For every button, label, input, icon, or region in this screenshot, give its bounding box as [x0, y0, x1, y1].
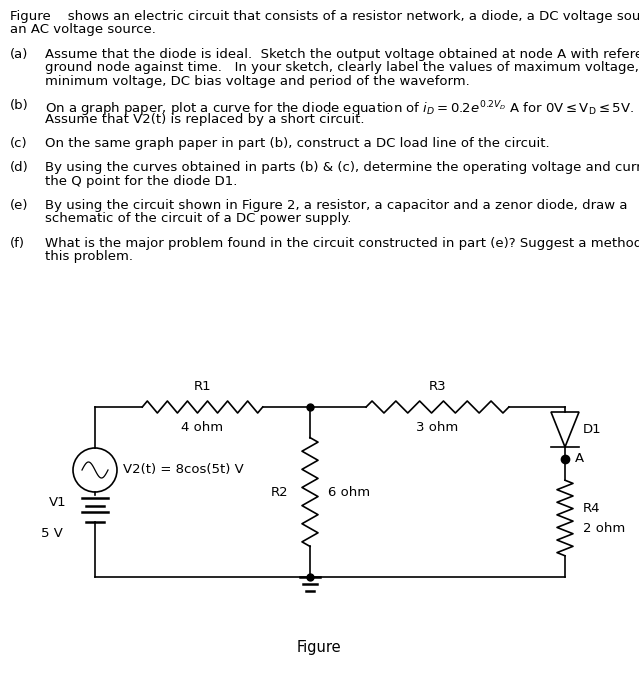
Text: (b): (b) — [10, 99, 29, 112]
Text: Assume that the diode is ideal.  Sketch the output voltage obtained at node A wi: Assume that the diode is ideal. Sketch t… — [45, 48, 639, 61]
Text: the Q point for the diode D1.: the Q point for the diode D1. — [45, 174, 237, 188]
Text: A: A — [575, 453, 584, 466]
Text: this problem.: this problem. — [45, 251, 133, 263]
Text: (c): (c) — [10, 137, 27, 150]
Text: By using the circuit shown in Figure 2, a resistor, a capacitor and a zenor diod: By using the circuit shown in Figure 2, … — [45, 199, 627, 212]
Text: (a): (a) — [10, 48, 28, 61]
Text: ground node against time.   In your sketch, clearly label the values of maximum : ground node against time. In your sketch… — [45, 62, 639, 74]
Text: Figure: Figure — [296, 640, 341, 655]
Text: (d): (d) — [10, 161, 29, 174]
Text: 6 ohm: 6 ohm — [328, 486, 370, 498]
Text: schematic of the circuit of a DC power supply.: schematic of the circuit of a DC power s… — [45, 212, 351, 226]
Text: D1: D1 — [583, 423, 602, 436]
Text: V2(t) = 8cos(5t) V: V2(t) = 8cos(5t) V — [123, 464, 243, 477]
Text: Assume that V2(t) is replaced by a short circuit.: Assume that V2(t) is replaced by a short… — [45, 113, 364, 126]
Text: On the same graph paper in part (b), construct a DC load line of the circuit.: On the same graph paper in part (b), con… — [45, 137, 550, 150]
Text: Figure    shows an electric circuit that consists of a resistor network, a diode: Figure shows an electric circuit that co… — [10, 10, 639, 23]
Text: R4: R4 — [583, 502, 601, 514]
Text: R2: R2 — [270, 486, 288, 498]
Text: What is the major problem found in the circuit constructed in part (e)? Suggest : What is the major problem found in the c… — [45, 237, 639, 250]
Text: By using the curves obtained in parts (b) & (c), determine the operating voltage: By using the curves obtained in parts (b… — [45, 161, 639, 174]
Text: R3: R3 — [429, 380, 446, 393]
Text: 2 ohm: 2 ohm — [583, 522, 625, 534]
Text: minimum voltage, DC bias voltage and period of the waveform.: minimum voltage, DC bias voltage and per… — [45, 75, 470, 88]
Text: (e): (e) — [10, 199, 29, 212]
Text: R1: R1 — [194, 380, 212, 393]
Text: On a graph paper, plot a curve for the diode equation of $i_D = 0.2e^{0.2V_D}$ A: On a graph paper, plot a curve for the d… — [45, 99, 634, 119]
Text: an AC voltage source.: an AC voltage source. — [10, 24, 156, 37]
Text: (f): (f) — [10, 237, 25, 250]
Text: 4 ohm: 4 ohm — [181, 421, 224, 434]
Text: 3 ohm: 3 ohm — [417, 421, 459, 434]
Text: V1: V1 — [49, 495, 67, 509]
Text: 5 V: 5 V — [41, 527, 63, 540]
